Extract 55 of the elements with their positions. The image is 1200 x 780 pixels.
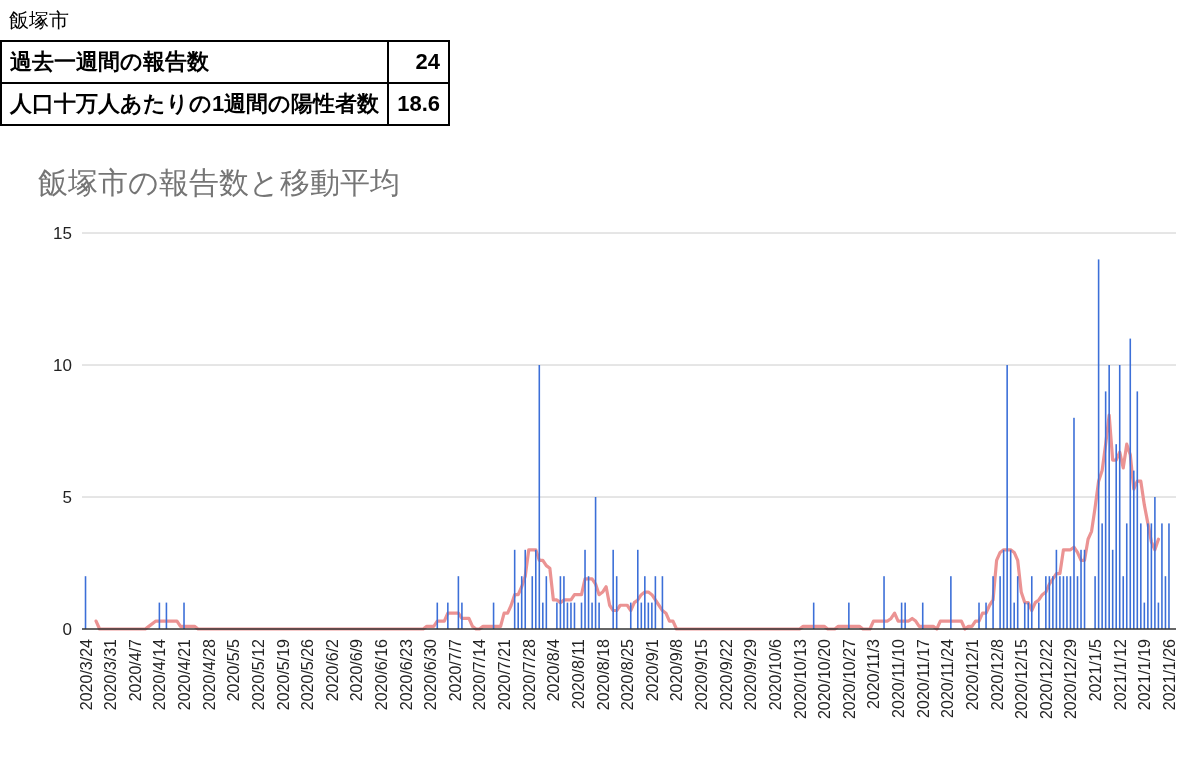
xtick: 2020/10/6 [767, 639, 784, 711]
xtick: 2020/11/24 [939, 639, 957, 718]
xtick: 2020/12/22 [1037, 639, 1055, 720]
xtick: 2020/4/21 [176, 639, 193, 711]
xtick: 2020/4/14 [151, 639, 169, 711]
xtick: 2020/12/8 [988, 639, 1006, 711]
xtick: 2020/5/19 [274, 639, 292, 711]
xtick: 2020/11/17 [914, 639, 932, 718]
xtick: 2021/1/19 [1136, 639, 1154, 711]
text: 飯塚市 [8, 7, 70, 33]
xtick: 2020/11/10 [890, 639, 908, 718]
xtick: 2020/7/7 [446, 639, 464, 702]
xtick: 2020/9/22 [717, 639, 735, 711]
xtick: 2020/8/11 [570, 639, 587, 709]
xtick: 2020/10/20 [816, 639, 834, 720]
xtick: 2020/5/26 [299, 639, 317, 711]
xtick: 2020/3/31 [102, 639, 120, 711]
xtick: 2020/8/25 [619, 639, 637, 711]
xtick: 2020/5/5 [225, 639, 243, 702]
title: 飯塚市の報告数と移動平均 [38, 166, 400, 199]
xtick: 2020/9/1 [643, 639, 661, 702]
xtick: 2020/5/12 [249, 639, 267, 711]
xtick: 2020/7/14 [471, 639, 489, 711]
xtick: 2020/12/15 [1013, 639, 1031, 720]
xtick: 2021/1/5 [1087, 639, 1105, 702]
ytick: 0 [62, 620, 72, 639]
xtick: 2020/8/18 [594, 639, 612, 711]
xtick: 2020/11/3 [865, 639, 883, 709]
xtick: 2020/6/23 [397, 639, 415, 711]
text: 過去一週間の報告数 [1, 41, 389, 83]
xtick: 2020/12/29 [1062, 639, 1080, 720]
text: 24 [388, 41, 450, 83]
xtick: 2020/7/28 [520, 639, 538, 711]
xtick: 2021/1/26 [1160, 639, 1178, 711]
xtick: 2020/8/4 [545, 639, 563, 702]
xtick: 2021/1/12 [1111, 639, 1129, 711]
xtick: 2020/9/29 [742, 639, 760, 711]
ytick: 15 [53, 224, 72, 243]
xtick: 2020/7/21 [496, 639, 514, 711]
xtick: 2020/4/28 [200, 639, 218, 711]
ytick: 5 [62, 488, 72, 507]
xtick: 2020/6/9 [348, 639, 366, 702]
xtick: 2020/4/7 [126, 639, 144, 702]
text: 人口十万人あたりの1週間の陽性者数 [1, 83, 389, 125]
ytick: 10 [53, 356, 72, 375]
xtick: 2020/6/16 [373, 639, 390, 711]
xtick: 2020/3/24 [77, 639, 95, 711]
xtick: 2020/6/30 [422, 639, 440, 711]
xtick: 2020/6/2 [323, 639, 341, 702]
xtick: 2020/9/15 [693, 639, 711, 711]
xtick: 2020/10/13 [791, 639, 809, 720]
xtick: 2020/9/8 [668, 639, 686, 702]
xtick: 2020/12/1 [963, 639, 981, 711]
xtick: 2020/10/27 [840, 639, 858, 720]
text: 18.6 [388, 83, 450, 125]
